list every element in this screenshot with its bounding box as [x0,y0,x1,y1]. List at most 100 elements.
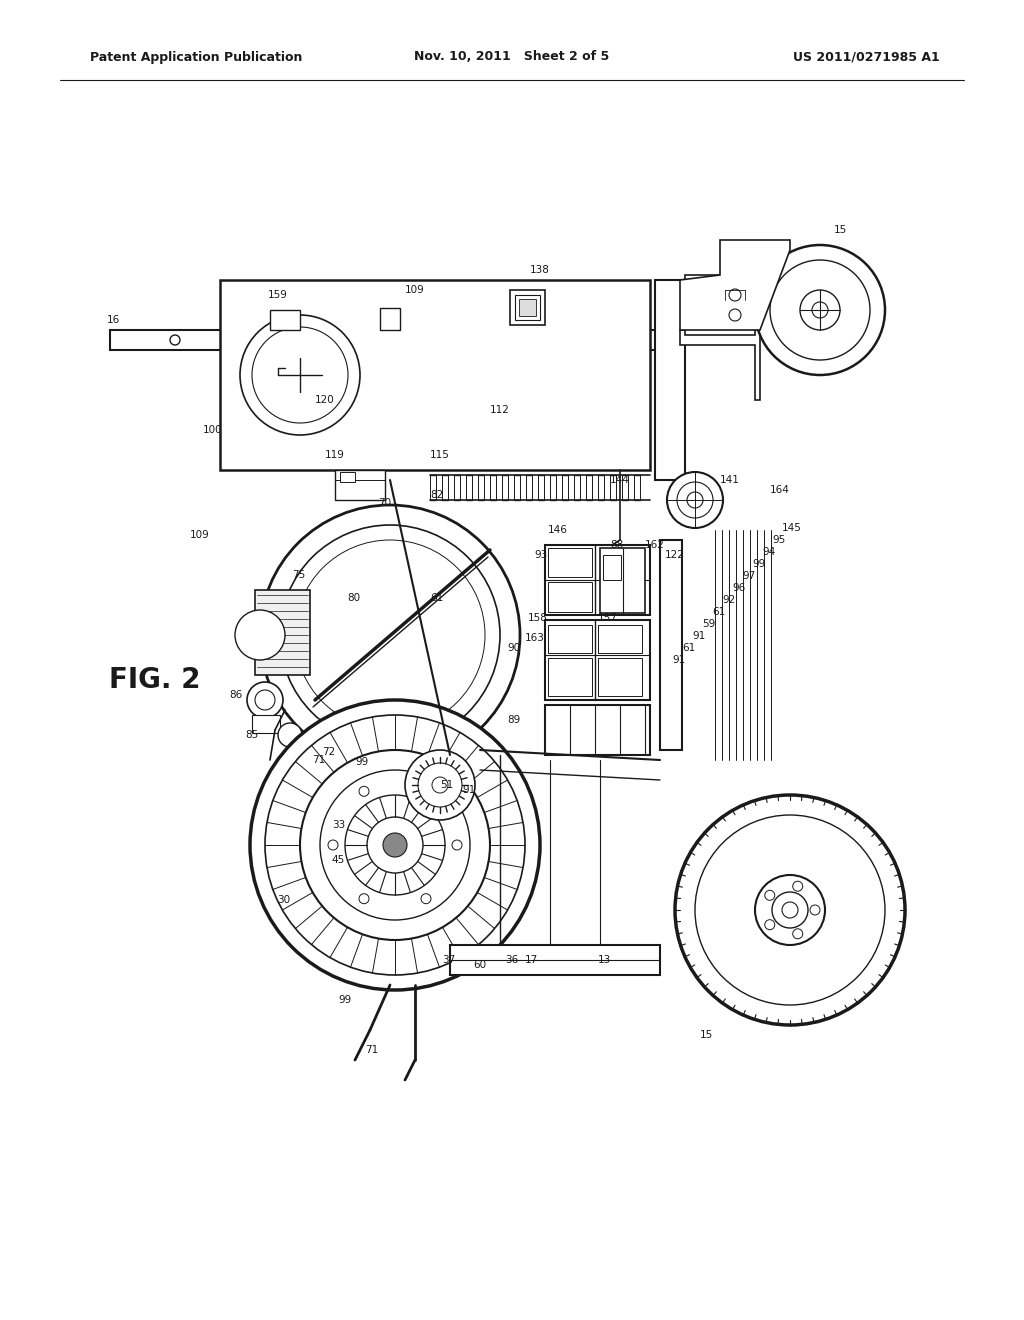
Bar [548,624,592,653]
Polygon shape [680,240,790,330]
Text: US 2011/0271985 A1: US 2011/0271985 A1 [794,50,940,63]
Circle shape [319,735,340,755]
Text: 100: 100 [203,425,222,436]
Bar [380,308,400,330]
Text: 99: 99 [339,995,352,1005]
Text: 99: 99 [752,558,765,569]
Circle shape [559,634,571,645]
Circle shape [421,894,431,904]
Bar [685,275,755,335]
Bar [600,548,645,612]
Circle shape [765,890,775,900]
Text: 51: 51 [440,780,454,789]
Circle shape [278,723,302,747]
Circle shape [325,570,455,700]
Circle shape [800,290,840,330]
Text: 37: 37 [441,954,455,965]
Bar [545,705,650,755]
Circle shape [305,550,475,719]
Bar [598,657,642,696]
Circle shape [234,610,285,660]
Circle shape [675,795,905,1026]
Text: 75: 75 [292,570,305,579]
Circle shape [252,327,348,422]
Text: 80: 80 [347,593,360,603]
Text: 90: 90 [507,643,520,653]
Text: 112: 112 [490,405,510,414]
Circle shape [170,335,180,345]
Text: 13: 13 [598,954,611,965]
Bar [515,294,540,319]
Circle shape [360,605,420,665]
Text: 96: 96 [732,583,745,593]
Bar [340,473,355,482]
Text: 70: 70 [379,498,391,508]
Circle shape [383,833,407,857]
Bar [270,310,300,330]
Bar [255,590,310,675]
Bar [548,582,592,612]
Circle shape [406,750,475,820]
Text: 91: 91 [462,785,475,795]
Circle shape [345,795,445,895]
Text: 163: 163 [525,634,545,643]
Text: 94: 94 [762,546,775,557]
Bar [548,657,592,696]
Circle shape [250,700,540,990]
Text: 85: 85 [245,730,258,741]
Text: 71: 71 [311,755,325,766]
Circle shape [765,920,775,929]
Circle shape [300,750,490,940]
Circle shape [319,770,470,920]
Circle shape [695,814,885,1005]
Circle shape [421,787,431,796]
Text: 157: 157 [598,612,617,623]
Circle shape [755,875,825,945]
Text: 45: 45 [332,855,345,865]
Text: 91: 91 [672,655,685,665]
Circle shape [328,840,338,850]
Text: 61: 61 [712,607,725,616]
Bar [335,470,385,500]
Circle shape [359,894,369,904]
Bar [655,280,685,480]
Text: 158: 158 [528,612,548,623]
Circle shape [359,787,369,796]
Text: 17: 17 [525,954,539,965]
Text: 122: 122 [665,550,685,560]
Circle shape [295,540,485,730]
Text: 61: 61 [682,643,695,653]
Text: 119: 119 [325,450,345,459]
Circle shape [755,246,885,375]
Text: Patent Application Publication: Patent Application Publication [90,50,302,63]
Text: 141: 141 [720,475,740,484]
Text: 97: 97 [742,572,756,581]
Circle shape [812,302,828,318]
Text: 71: 71 [365,1045,378,1055]
Circle shape [247,682,283,718]
Circle shape [452,840,462,850]
Circle shape [553,628,577,652]
Bar [545,545,650,615]
Text: 162: 162 [645,540,665,550]
Text: 89: 89 [507,715,520,725]
Circle shape [793,882,803,891]
Circle shape [315,560,465,710]
Text: 91: 91 [692,631,706,642]
Text: 88: 88 [610,540,624,550]
Circle shape [280,525,500,744]
Text: 109: 109 [190,531,210,540]
Text: 60: 60 [473,960,486,970]
Circle shape [810,906,820,915]
Circle shape [793,929,803,939]
Circle shape [677,482,713,517]
Circle shape [667,473,723,528]
Bar [510,290,545,325]
Text: 93: 93 [535,550,548,560]
Text: 59: 59 [702,619,715,630]
Circle shape [418,763,462,807]
Bar [660,540,682,750]
Text: 138: 138 [530,265,550,275]
Circle shape [729,289,741,301]
Circle shape [255,690,275,710]
